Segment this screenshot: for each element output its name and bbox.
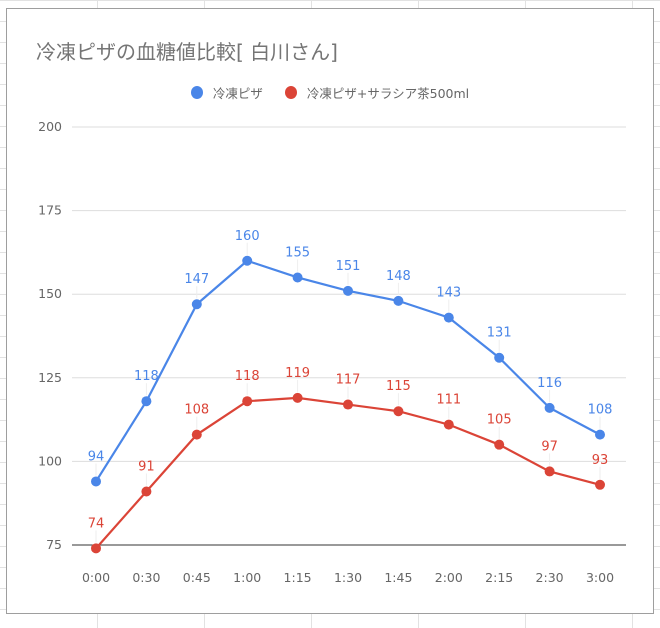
legend-label: 冷凍ピザ (212, 86, 263, 101)
data-point[interactable] (544, 466, 555, 477)
data-point[interactable] (595, 479, 605, 490)
y-tick-label: 75 (46, 537, 62, 552)
data-label: 160 (235, 229, 260, 244)
y-tick-label: 125 (38, 370, 62, 385)
data-point[interactable] (595, 429, 605, 440)
data-point[interactable] (443, 419, 454, 430)
data-point[interactable] (343, 399, 353, 410)
data-point[interactable] (141, 486, 152, 497)
x-tick-label: 1:15 (284, 570, 312, 585)
x-tick-label: 3:00 (586, 570, 614, 585)
data-label: 108 (184, 403, 209, 418)
data-point[interactable] (141, 396, 152, 407)
data-label: 116 (537, 376, 562, 391)
x-tick-label: 1:45 (384, 570, 412, 585)
data-label: 93 (592, 453, 609, 468)
data-point[interactable] (393, 295, 404, 306)
legend-label: 冷凍ピザ+サラシア茶500ml (306, 86, 470, 101)
y-tick-label: 175 (38, 203, 62, 218)
legend-marker-icon (284, 86, 297, 99)
data-label: 97 (541, 439, 558, 454)
y-tick-label: 150 (38, 286, 62, 301)
data-label: 155 (285, 245, 310, 260)
data-point[interactable] (544, 402, 555, 413)
chart-title: 冷凍ピザの血糖値比較[ 白川さん] (36, 40, 338, 64)
legend-marker-icon (190, 86, 203, 99)
data-label: 94 (88, 449, 105, 464)
data-point[interactable] (91, 476, 101, 487)
data-label: 131 (487, 326, 512, 341)
data-label: 147 (184, 272, 209, 287)
data-label: 111 (436, 393, 461, 408)
data-label: 74 (88, 516, 105, 531)
data-point[interactable] (292, 392, 303, 403)
legend: 冷凍ピザ 冷凍ピザ+サラシア茶500ml (0, 83, 660, 102)
data-label: 105 (487, 413, 512, 428)
data-point[interactable] (443, 312, 454, 323)
legend-item-pizza[interactable]: 冷凍ピザ (190, 83, 263, 102)
x-tick-label: 1:00 (233, 570, 261, 585)
data-point[interactable] (242, 396, 253, 407)
y-tick-label: 200 (38, 119, 62, 134)
chart-container (6, 8, 654, 614)
data-point[interactable] (494, 352, 505, 363)
data-point[interactable] (191, 299, 202, 310)
data-label: 118 (235, 369, 260, 384)
data-point[interactable] (191, 429, 202, 440)
x-tick-label: 0:30 (132, 570, 160, 585)
x-tick-label: 0:45 (183, 570, 211, 585)
data-label: 108 (588, 403, 613, 418)
data-point[interactable] (494, 439, 505, 450)
data-label: 143 (436, 286, 461, 301)
data-label: 115 (386, 379, 411, 394)
data-point[interactable] (292, 272, 303, 283)
data-label: 117 (336, 373, 361, 388)
x-tick-label: 0:00 (82, 570, 110, 585)
data-label: 151 (336, 259, 361, 274)
legend-item-pizza-salacia[interactable]: 冷凍ピザ+サラシア茶500ml (284, 83, 470, 102)
x-tick-label: 1:30 (334, 570, 362, 585)
x-tick-label: 2:00 (435, 570, 463, 585)
data-point[interactable] (242, 255, 253, 266)
data-label: 91 (138, 459, 155, 474)
data-point[interactable] (393, 406, 404, 417)
x-tick-label: 2:30 (536, 570, 564, 585)
data-point[interactable] (343, 285, 353, 296)
y-tick-label: 100 (38, 453, 62, 468)
data-label: 148 (386, 269, 411, 284)
x-tick-label: 2:15 (485, 570, 513, 585)
data-label: 119 (285, 366, 310, 381)
series-line (95, 396, 601, 550)
data-point[interactable] (91, 543, 101, 554)
data-label: 118 (134, 369, 159, 384)
